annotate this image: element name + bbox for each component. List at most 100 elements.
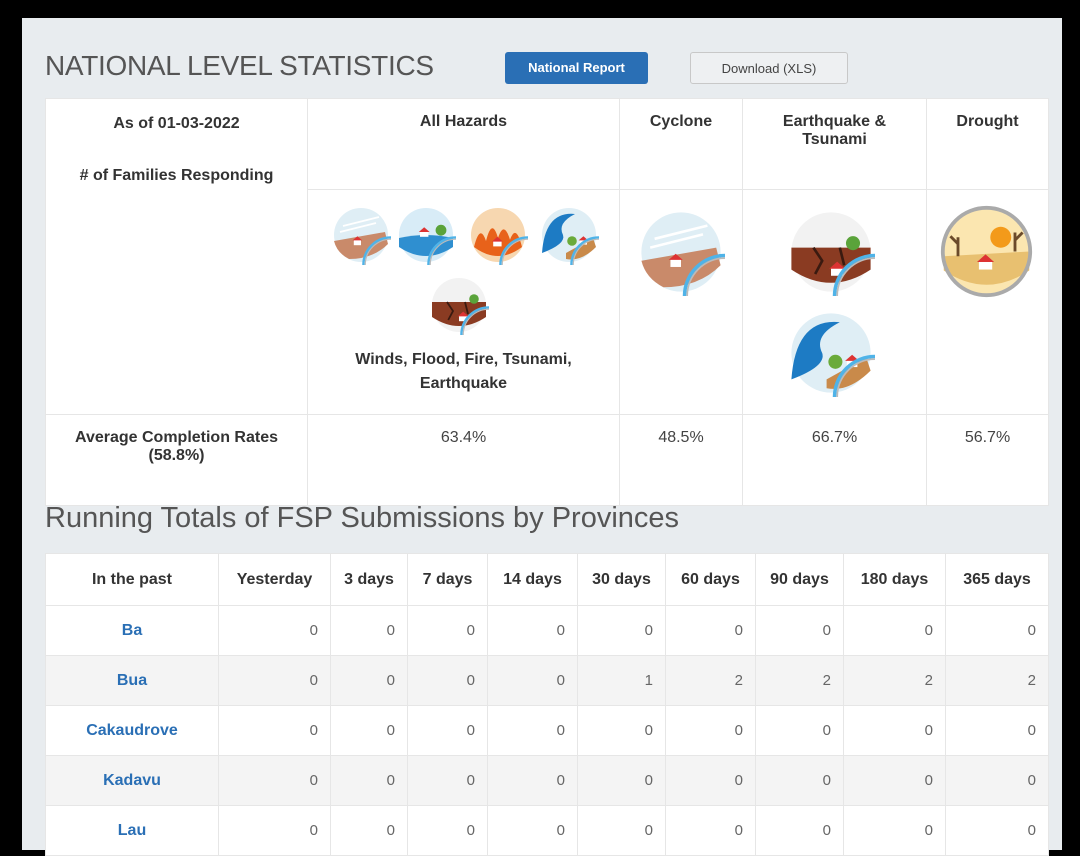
column-header: 3 days xyxy=(331,554,408,606)
submission-count: 0 xyxy=(408,756,488,806)
page-body: NATIONAL LEVEL STATISTICS National Repor… xyxy=(0,0,1080,850)
submission-count: 0 xyxy=(844,756,946,806)
column-header: 60 days xyxy=(666,554,756,606)
column-header: Yesterday xyxy=(219,554,331,606)
submission-count: 0 xyxy=(756,706,844,756)
download-button[interactable]: Download (XLS) xyxy=(690,52,848,84)
submission-count: 0 xyxy=(756,756,844,806)
column-header: 365 days xyxy=(946,554,1049,606)
submission-count: 0 xyxy=(946,706,1049,756)
families-label: # of Families Responding xyxy=(46,167,307,185)
submission-count: 0 xyxy=(488,756,578,806)
submission-count: 0 xyxy=(844,606,946,656)
submission-count: 0 xyxy=(488,806,578,856)
national-report-button[interactable]: National Report xyxy=(505,52,648,84)
label-cell: As of 01-03-2022 # of Families Respondin… xyxy=(46,99,308,415)
submission-count: 0 xyxy=(578,606,666,656)
submission-count: 0 xyxy=(666,756,756,806)
submission-count: 0 xyxy=(666,606,756,656)
submission-count: 0 xyxy=(488,706,578,756)
column-header: All Hazards xyxy=(308,99,620,190)
submission-count: 0 xyxy=(946,806,1049,856)
column-header: Drought xyxy=(927,99,1049,190)
submission-count: 0 xyxy=(219,656,331,706)
drought-icon xyxy=(927,190,1049,302)
submission-count: 2 xyxy=(666,656,756,706)
submission-count: 0 xyxy=(756,606,844,656)
submission-count: 0 xyxy=(408,656,488,706)
submission-count: 0 xyxy=(946,756,1049,806)
submission-count: 0 xyxy=(408,806,488,856)
province-link[interactable]: Lau xyxy=(46,806,219,856)
submission-count: 0 xyxy=(331,706,408,756)
submission-count: 0 xyxy=(946,606,1049,656)
submission-count: 0 xyxy=(219,756,331,806)
completion-rate: 63.4% xyxy=(308,415,620,506)
submission-count: 0 xyxy=(578,806,666,856)
completion-label: Average Completion Rates (58.8%) xyxy=(46,415,308,506)
province-link[interactable]: Bua xyxy=(46,656,219,706)
submission-count: 0 xyxy=(578,706,666,756)
button-label[interactable]: Download (XLS) xyxy=(722,61,817,76)
submission-count: 0 xyxy=(488,606,578,656)
icon-cell: Winds, Flood, Fire, Tsunami, Earthquake xyxy=(308,190,620,415)
completion-rate: 56.7% xyxy=(927,415,1049,506)
hazard-icons xyxy=(308,190,620,336)
column-header: Earthquake & Tsunami xyxy=(743,99,927,190)
hazard-table: As of 01-03-2022 # of Families Respondin… xyxy=(45,98,1049,506)
province-link[interactable]: Ba xyxy=(46,606,219,656)
column-header: 7 days xyxy=(408,554,488,606)
submission-count: 0 xyxy=(219,706,331,756)
submission-count: 0 xyxy=(578,756,666,806)
column-header: In the past xyxy=(46,554,219,606)
province-link[interactable]: Kadavu xyxy=(46,756,219,806)
header-row: As of 01-03-2022 # of Families Respondin… xyxy=(46,99,1049,190)
submission-count: 0 xyxy=(331,606,408,656)
as-of-date: As of 01-03-2022 xyxy=(46,115,307,133)
button-label[interactable]: National Report xyxy=(528,60,625,75)
submission-count: 0 xyxy=(666,806,756,856)
province-link[interactable]: Cakaudrove xyxy=(46,706,219,756)
icon-cell xyxy=(927,190,1049,415)
completion-row: Average Completion Rates (58.8%) 63.4% 4… xyxy=(46,415,1049,506)
submission-count: 0 xyxy=(331,806,408,856)
submission-count: 0 xyxy=(219,806,331,856)
submission-count: 0 xyxy=(844,806,946,856)
submission-count: 0 xyxy=(666,706,756,756)
completion-rate: 48.5% xyxy=(620,415,743,506)
icon-cell xyxy=(743,190,927,415)
column-header: Cyclone xyxy=(620,99,743,190)
page: National Level Statistics {"header": {"t… xyxy=(0,0,1080,850)
submission-count: 0 xyxy=(219,606,331,656)
section-title: Running Totals of FSP Submissions by Pro… xyxy=(45,502,679,535)
completion-rate: 66.7% xyxy=(743,415,927,506)
submission-count: 0 xyxy=(488,656,578,706)
submission-count: 0 xyxy=(756,806,844,856)
submission-count: 0 xyxy=(408,706,488,756)
page-title: NATIONAL LEVEL STATISTICS xyxy=(45,50,434,82)
column-header: 90 days xyxy=(756,554,844,606)
submission-count: 0 xyxy=(331,756,408,806)
cyclone-icon xyxy=(620,190,743,300)
hazard-caption: Winds, Flood, Fire, Tsunami, Earthquake xyxy=(308,336,619,396)
column-header: 180 days xyxy=(844,554,946,606)
column-header: 14 days xyxy=(488,554,578,606)
submission-count: 2 xyxy=(946,656,1049,706)
icon-cell xyxy=(620,190,743,415)
submission-count: 2 xyxy=(756,656,844,706)
submission-count: 0 xyxy=(408,606,488,656)
column-header: 30 days xyxy=(578,554,666,606)
submission-count: 0 xyxy=(844,706,946,756)
earthquake-icons xyxy=(743,190,927,405)
submission-count: 1 xyxy=(578,656,666,706)
submission-count: 2 xyxy=(844,656,946,706)
submission-count: 0 xyxy=(331,656,408,706)
